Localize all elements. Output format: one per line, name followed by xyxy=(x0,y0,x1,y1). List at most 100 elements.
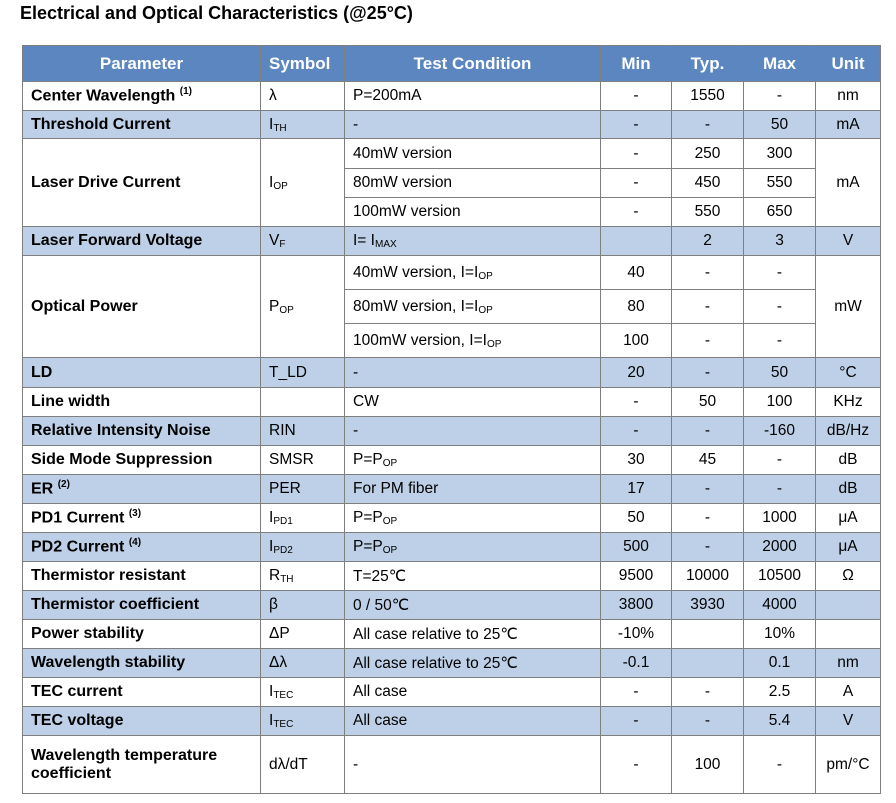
min-cell: 100 xyxy=(600,323,672,358)
unit-cell: mW xyxy=(815,255,881,358)
condition-cell: All case relative to 25℃ xyxy=(344,619,601,649)
max-cell: 1000 xyxy=(743,503,816,533)
typ-cell: 250 xyxy=(671,138,744,169)
max-cell: 3 xyxy=(743,226,816,256)
symbol-cell: λ xyxy=(260,81,345,111)
min-cell: -0.1 xyxy=(600,648,672,678)
typ-cell: - xyxy=(671,474,744,504)
param-cell: Wavelength temperature coefficient xyxy=(22,735,261,794)
param-cell: PD2 Current (4) xyxy=(22,532,261,562)
min-cell: - xyxy=(600,706,672,736)
table-row: ER (2) PER For PM fiber 17 - - dB xyxy=(22,474,881,504)
condition-cell: P=POP xyxy=(344,503,601,533)
min-cell: 500 xyxy=(600,532,672,562)
table-row: TEC current ITEC All case - - 2.5 A xyxy=(22,677,881,707)
param-cell: Laser Drive Current xyxy=(22,138,261,227)
param-cell: ER (2) xyxy=(22,474,261,504)
min-cell: - xyxy=(600,138,672,169)
max-cell: 0.1 xyxy=(743,648,816,678)
param-cell: Center Wavelength (1) xyxy=(22,81,261,111)
max-cell: - xyxy=(743,735,816,794)
condition-cell: 80mW version, I=IOP xyxy=(344,289,601,324)
min-cell: - xyxy=(600,416,672,446)
typ-cell: 550 xyxy=(671,197,744,227)
typ-cell: - xyxy=(671,289,744,324)
header-parameter: Parameter xyxy=(22,45,261,82)
symbol-cell: dλ/dT xyxy=(260,735,345,794)
max-cell: - xyxy=(743,445,816,475)
symbol-cell: RIN xyxy=(260,416,345,446)
typ-cell: - xyxy=(671,503,744,533)
table-row: Wavelength stability Δλ All case relativ… xyxy=(22,648,881,678)
max-cell: 550 xyxy=(743,168,816,198)
param-cell: LD xyxy=(22,357,261,388)
symbol-cell: ΔP xyxy=(260,619,345,649)
table-row: PD2 Current (4) IPD2 P=POP 500 - 2000 μA xyxy=(22,532,881,562)
max-cell: - xyxy=(743,323,816,358)
min-cell: 3800 xyxy=(600,590,672,620)
condition-cell: 0 / 50℃ xyxy=(344,590,601,620)
param-cell: Thermistor coefficient xyxy=(22,590,261,620)
unit-cell xyxy=(815,590,881,620)
condition-cell: T=25℃ xyxy=(344,561,601,591)
header-symbol: Symbol xyxy=(260,45,345,82)
condition-cell: 100mW version, I=IOP xyxy=(344,323,601,358)
param-cell: Power stability xyxy=(22,619,261,649)
max-cell: 5.4 xyxy=(743,706,816,736)
symbol-cell: IPD1 xyxy=(260,503,345,533)
max-cell: - xyxy=(743,289,816,324)
condition-cell: All case relative to 25℃ xyxy=(344,648,601,678)
symbol-cell: ITEC xyxy=(260,706,345,736)
table-row: Power stability ΔP All case relative to … xyxy=(22,619,881,649)
typ-cell: - xyxy=(671,416,744,446)
condition-cell: All case xyxy=(344,706,601,736)
table-row: Thermistor resistant RTH T=25℃ 9500 1000… xyxy=(22,561,881,591)
param-cell: PD1 Current (3) xyxy=(22,503,261,533)
unit-cell: °C xyxy=(815,357,881,388)
symbol-cell: β xyxy=(260,590,345,620)
typ-cell: 3930 xyxy=(671,590,744,620)
table-row: LD T_LD - 20 - 50 °C xyxy=(22,357,881,388)
unit-cell: nm xyxy=(815,648,881,678)
min-cell: - xyxy=(600,110,672,139)
table-row: Thermistor coefficient β 0 / 50℃ 3800 39… xyxy=(22,590,881,620)
table-row: 80mW version, I=IOP 80 - - xyxy=(23,289,881,324)
table-row: Laser Drive Current IOP 40mW version - 2… xyxy=(22,138,881,227)
typ-cell: 45 xyxy=(671,445,744,475)
table-row: Wavelength temperature coefficient dλ/dT … xyxy=(22,735,881,794)
min-cell: - xyxy=(600,168,672,198)
header-typ: Typ. xyxy=(671,45,744,82)
param-cell: TEC voltage xyxy=(22,706,261,736)
unit-cell: dB/Hz xyxy=(815,416,881,446)
unit-cell: μA xyxy=(815,503,881,533)
condition-cell: I= IMAX xyxy=(344,226,601,256)
unit-cell xyxy=(815,619,881,649)
max-cell: 650 xyxy=(743,197,816,227)
param-cell: Line width xyxy=(22,387,261,417)
condition-cell: P=POP xyxy=(344,445,601,475)
header-row: Parameter Symbol Test Condition Min Typ.… xyxy=(22,45,881,82)
unit-cell: mA xyxy=(815,138,881,227)
table-row: Optical Power POP 40mW version, I=IOP 40… xyxy=(22,255,881,358)
table-row: 80mW version - 450 550 xyxy=(23,168,881,198)
param-cell: Laser Forward Voltage xyxy=(22,226,261,256)
unit-cell: μA xyxy=(815,532,881,562)
table-row: Center Wavelength (1) λ P=200mA - 1550 -… xyxy=(22,81,881,111)
param-cell: Optical Power xyxy=(22,255,261,358)
unit-cell: dB xyxy=(815,445,881,475)
typ-cell: 50 xyxy=(671,387,744,417)
typ-cell: - xyxy=(671,677,744,707)
unit-cell: pm/°C xyxy=(815,735,881,794)
symbol-cell: PER xyxy=(260,474,345,504)
typ-cell: - xyxy=(671,255,744,290)
symbol-cell: VF xyxy=(260,226,345,256)
min-cell: 80 xyxy=(600,289,672,324)
max-cell: - xyxy=(743,255,816,290)
condition-cell: - xyxy=(344,357,601,388)
table-row: 100mW version - 550 650 xyxy=(23,197,881,227)
max-cell: 100 xyxy=(743,387,816,417)
max-cell: 300 xyxy=(743,138,816,169)
condition-cell: 40mW version xyxy=(344,138,601,169)
condition-cell: P=POP xyxy=(344,532,601,562)
symbol-cell: IOP xyxy=(260,138,345,227)
